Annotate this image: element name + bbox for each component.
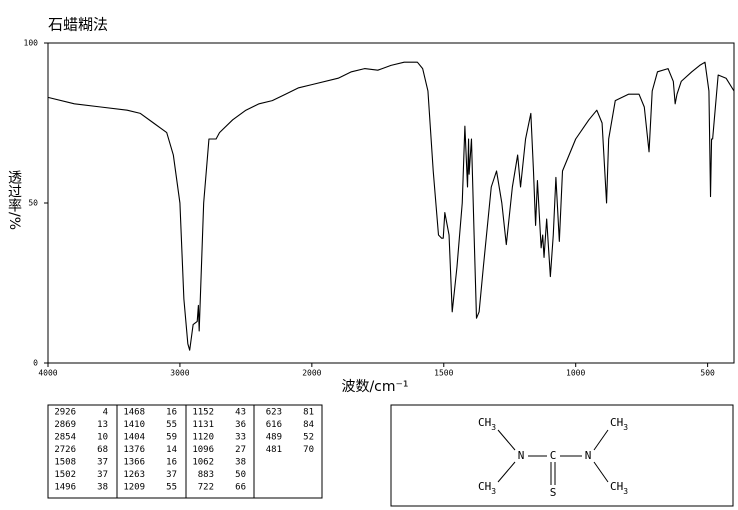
peak-transmittance: 16 [166,458,177,468]
peak-transmittance: 55 [166,483,177,493]
atom-subscript: 3 [491,423,496,432]
peak-wavenumber: 2869 [54,420,76,430]
peak-transmittance: 38 [235,458,246,468]
peak-wavenumber: 1209 [123,483,145,493]
y-axis-label: 透过率/% [6,170,22,230]
peak-wavenumber: 1096 [192,445,214,455]
peak-transmittance: 36 [235,420,246,430]
peak-transmittance: 70 [303,445,314,455]
peak-wavenumber: 722 [198,483,214,493]
atom-symbol: CH [478,416,491,429]
atom-label: C [550,449,557,462]
atom-subscript: 3 [623,487,628,496]
atom-label: CH3 [478,480,496,496]
peak-transmittance: 38 [97,483,108,493]
peak-transmittance: 37 [166,470,177,480]
peak-transmittance: 43 [235,408,246,418]
peak-wavenumber: 1404 [123,433,145,443]
atom-symbol: CH [610,416,623,429]
atom-label: N [518,449,525,462]
y-tick-label: 0 [33,359,38,368]
atom-symbol: S [550,486,557,499]
peak-transmittance: 84 [303,420,314,430]
atom-subscript: 3 [491,487,496,496]
x-tick-label: 3000 [170,369,189,378]
peak-wavenumber: 1120 [192,433,214,443]
x-tick-label: 1500 [434,369,453,378]
x-tick-label: 2000 [302,369,321,378]
peak-transmittance: 13 [97,420,108,430]
atom-label: N [585,449,592,462]
peak-transmittance: 55 [166,420,177,430]
peak-transmittance: 16 [166,408,177,418]
x-tick-label: 4000 [38,369,57,378]
peak-wavenumber: 1131 [192,420,214,430]
atom-label: CH3 [610,416,628,432]
atom-label: S [550,486,557,499]
peak-transmittance: 33 [235,433,246,443]
peak-wavenumber: 481 [266,445,282,455]
atom-label: CH3 [478,416,496,432]
peak-wavenumber: 623 [266,408,282,418]
x-axis-label: 波数/cm⁻¹ [341,379,408,395]
peak-wavenumber: 1496 [54,483,76,493]
peak-wavenumber: 489 [266,433,282,443]
atom-symbol: C [550,449,557,462]
peak-wavenumber: 2726 [54,445,76,455]
peak-wavenumber: 1410 [123,420,145,430]
peak-wavenumber: 1376 [123,445,145,455]
y-tick-label: 50 [28,199,38,208]
peak-wavenumber: 1152 [192,408,214,418]
peak-transmittance: 50 [235,470,246,480]
y-axis-label: 透过率/% [6,170,22,230]
peak-transmittance: 14 [166,445,177,455]
peak-wavenumber: 2854 [54,433,76,443]
peak-transmittance: 37 [97,458,108,468]
peak-wavenumber: 883 [198,470,214,480]
atom-subscript: 3 [623,423,628,432]
peak-transmittance: 81 [303,408,314,418]
peak-transmittance: 66 [235,483,246,493]
peak-wavenumber: 1508 [54,458,76,468]
peak-wavenumber: 1263 [123,470,145,480]
peak-transmittance: 59 [166,433,177,443]
chart-title: 石蜡糊法 [48,16,108,34]
peak-wavenumber: 616 [266,420,282,430]
peak-wavenumber: 1062 [192,458,214,468]
atom-symbol: N [518,449,525,462]
plot-frame [47,42,735,364]
y-tick-label: 100 [24,39,39,48]
atom-symbol: N [585,449,592,462]
peak-wavenumber: 2926 [54,408,76,418]
atom-symbol: CH [478,480,491,493]
atom-symbol: CH [610,480,623,493]
structure-bonds [497,429,609,485]
peak-wavenumber: 1502 [54,470,76,480]
peak-transmittance: 37 [97,470,108,480]
spectrum-line [47,61,735,351]
x-tick-label: 500 [700,369,715,378]
peak-transmittance: 27 [235,445,246,455]
structure-frame [390,404,734,507]
peak-transmittance: 4 [103,408,108,418]
peak-transmittance: 52 [303,433,314,443]
peak-transmittance: 68 [97,445,108,455]
atom-label: CH3 [610,480,628,496]
x-tick-label: 1000 [566,369,585,378]
peak-table-frame [47,404,323,499]
peak-wavenumber: 1468 [123,408,145,418]
peak-transmittance: 10 [97,433,108,443]
peak-wavenumber: 1366 [123,458,145,468]
